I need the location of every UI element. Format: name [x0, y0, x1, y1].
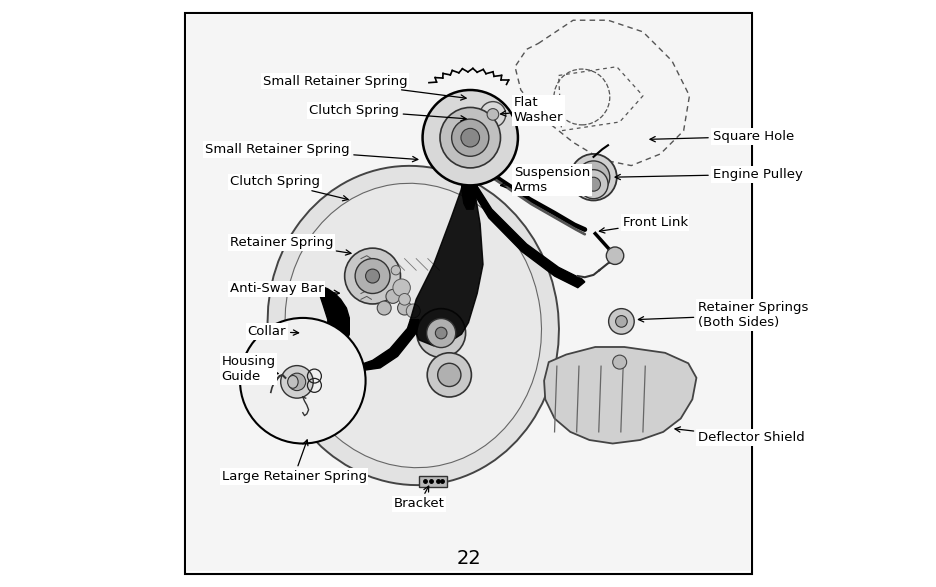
Circle shape	[606, 247, 623, 264]
Text: Suspension
Arms: Suspension Arms	[500, 166, 590, 194]
Text: 22: 22	[456, 549, 480, 568]
Text: Retainer Springs
(Both Sides): Retainer Springs (Both Sides)	[637, 301, 808, 329]
Text: Small Retainer Spring: Small Retainer Spring	[204, 143, 417, 162]
Circle shape	[422, 90, 518, 185]
Circle shape	[344, 248, 400, 304]
Text: Clutch Spring: Clutch Spring	[230, 176, 348, 201]
Circle shape	[577, 161, 609, 194]
Circle shape	[437, 363, 461, 386]
Text: Engine Pulley: Engine Pulley	[614, 168, 802, 181]
Circle shape	[608, 309, 634, 334]
Text: Clutch Spring: Clutch Spring	[308, 104, 465, 121]
Circle shape	[440, 107, 500, 168]
Text: Retainer Spring: Retainer Spring	[230, 236, 351, 255]
FancyBboxPatch shape	[184, 13, 752, 573]
Text: Anti-Sway Bar: Anti-Sway Bar	[230, 282, 339, 295]
Circle shape	[615, 316, 626, 327]
Text: Deflector Shield: Deflector Shield	[674, 427, 804, 444]
Circle shape	[570, 154, 616, 201]
Circle shape	[365, 269, 379, 283]
Ellipse shape	[287, 376, 298, 388]
Ellipse shape	[268, 166, 558, 485]
Circle shape	[399, 294, 410, 305]
Circle shape	[461, 129, 479, 147]
Circle shape	[578, 170, 607, 199]
Text: Bracket: Bracket	[393, 486, 444, 511]
Circle shape	[386, 289, 400, 303]
FancyBboxPatch shape	[186, 15, 750, 571]
Text: Flat
Washer: Flat Washer	[500, 96, 563, 124]
Circle shape	[397, 301, 411, 315]
Circle shape	[288, 373, 305, 390]
Polygon shape	[410, 166, 483, 346]
Circle shape	[281, 366, 313, 398]
Circle shape	[435, 327, 446, 339]
Text: Small Retainer Spring: Small Retainer Spring	[262, 75, 465, 100]
Circle shape	[406, 304, 419, 318]
Circle shape	[355, 259, 389, 294]
Circle shape	[451, 119, 489, 156]
Text: Front Link: Front Link	[599, 216, 687, 233]
Text: Housing
Guide: Housing Guide	[221, 355, 278, 383]
Polygon shape	[317, 286, 349, 360]
Polygon shape	[461, 166, 476, 209]
Circle shape	[392, 279, 410, 296]
Circle shape	[586, 177, 600, 191]
Text: Square Hole: Square Hole	[650, 130, 793, 143]
Circle shape	[487, 109, 498, 120]
Circle shape	[240, 318, 365, 444]
Circle shape	[390, 265, 400, 275]
Bar	[418, 476, 446, 487]
Text: Collar: Collar	[247, 325, 299, 338]
Text: Large Retainer Spring: Large Retainer Spring	[221, 440, 366, 483]
Circle shape	[612, 355, 626, 369]
Ellipse shape	[285, 183, 541, 468]
Polygon shape	[360, 320, 418, 370]
Circle shape	[479, 102, 505, 127]
Circle shape	[377, 301, 390, 315]
Circle shape	[427, 353, 471, 397]
Polygon shape	[462, 166, 584, 288]
Circle shape	[417, 309, 465, 357]
Circle shape	[426, 319, 455, 348]
Polygon shape	[544, 347, 695, 444]
